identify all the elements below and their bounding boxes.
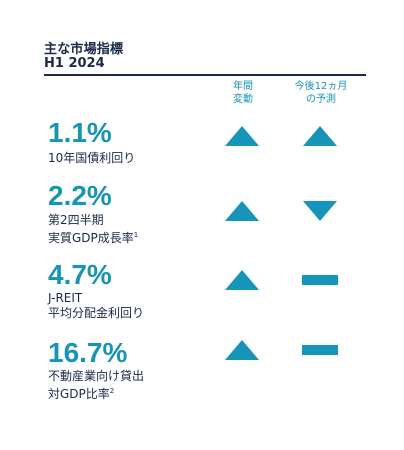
indicator-label: 10年国債利回り xyxy=(48,151,136,165)
indicator-row: 4.7% J-REIT 平均分配金利回り xyxy=(44,259,374,335)
outlook-indicator xyxy=(302,200,338,222)
triangle-down-icon xyxy=(303,201,337,221)
indicator-label: 不動産業向け貸出 対GDP比率2 xyxy=(48,369,145,401)
annual-change-indicator xyxy=(224,200,260,222)
outlook-indicator xyxy=(302,269,338,291)
triangle-up-icon xyxy=(225,201,259,221)
period-label: H1 2024 xyxy=(44,56,105,71)
indicator-value: 1.1% xyxy=(48,117,112,148)
column-header-annual-change: 年間 変動 xyxy=(233,81,253,105)
column-header-outlook: 今後12ヵ月 の予測 xyxy=(294,81,348,105)
dash-icon xyxy=(302,275,338,285)
annual-change-indicator xyxy=(224,269,260,291)
triangle-up-icon xyxy=(225,340,259,360)
indicator-label: 第2四半期 実質GDP成長率1 xyxy=(48,213,139,245)
outlook-indicator xyxy=(302,125,338,147)
annual-change-indicator xyxy=(224,125,260,147)
indicator-label: J-REIT 平均分配金利回り xyxy=(48,291,145,320)
triangle-up-icon xyxy=(225,126,259,146)
indicator-row: 2.2% 第2四半期 実質GDP成長率1 xyxy=(44,180,374,256)
dash-icon xyxy=(302,345,338,355)
indicator-value: 4.7% xyxy=(48,259,112,290)
page-title: 主な市場指標 xyxy=(44,42,124,57)
annual-change-indicator xyxy=(224,339,260,361)
outlook-indicator xyxy=(302,339,338,361)
triangle-up-icon xyxy=(303,126,337,146)
header-divider xyxy=(44,74,366,76)
triangle-up-icon xyxy=(225,270,259,290)
indicator-row: 16.7% 不動産業向け貸出 対GDP比率2 xyxy=(44,337,374,413)
indicator-value: 16.7% xyxy=(48,337,128,368)
indicator-value: 2.2% xyxy=(48,180,112,211)
indicator-row: 1.1% 10年国債利回り xyxy=(44,117,374,177)
